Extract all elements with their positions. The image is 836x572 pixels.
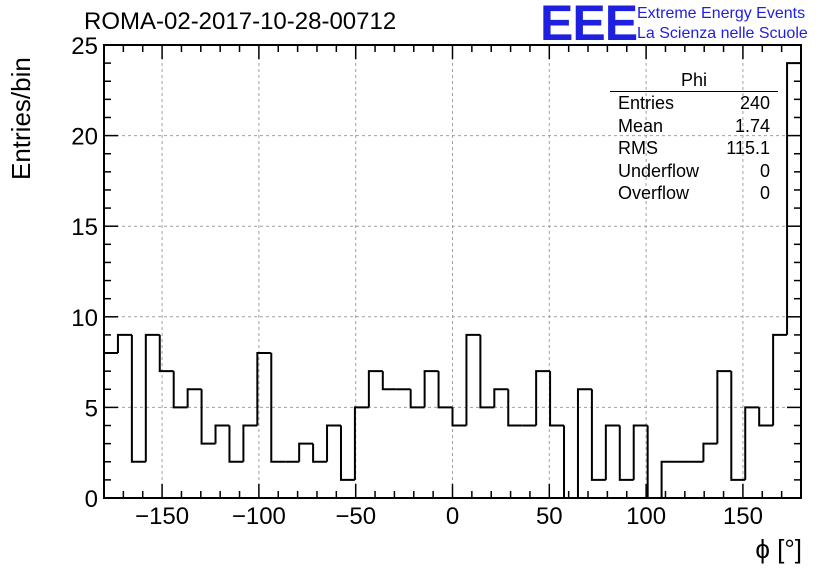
histogram-bin: [144, 333, 160, 462]
y-axis-ticks: 0 5 10 15 20 25: [71, 33, 801, 513]
histogram-bin: [451, 407, 467, 427]
histogram-bin: [353, 406, 369, 480]
histogram-bin: [130, 334, 146, 463]
stats-title: Phi: [610, 70, 778, 92]
stats-row-underflow: Underflow 0: [610, 160, 778, 183]
chart-title: ROMA-02-2017-10-28-00712: [84, 8, 397, 35]
histogram-bin: [367, 370, 383, 408]
y-tick-label: 25: [71, 33, 98, 60]
histogram-bin: [576, 388, 592, 498]
stats-value: 1.74: [734, 115, 770, 136]
histogram-bin: [772, 333, 788, 426]
histogram-bin: [186, 388, 202, 408]
histogram-bin: [549, 371, 565, 427]
histogram-bin: [646, 425, 662, 499]
histogram-bin: [158, 334, 174, 373]
histogram-bin: [479, 334, 495, 409]
x-tick-label: 0: [446, 503, 459, 530]
x-tick-label: 150: [723, 503, 763, 530]
histogram-bin: [381, 371, 397, 391]
histogram-bin: [786, 62, 801, 335]
histogram-bin: [465, 333, 481, 426]
histogram-bin: [716, 370, 732, 444]
stats-row-mean: Mean 1.74: [610, 115, 778, 138]
histogram-bin: [758, 407, 774, 427]
histogram-bin: [507, 389, 523, 427]
histogram-bin: [493, 388, 509, 408]
y-tick-label: 10: [71, 305, 98, 332]
histogram-bin: [618, 425, 634, 481]
logo-line-2: La Scienza nelle Scuole: [637, 25, 808, 42]
histogram-bin: [270, 353, 286, 463]
histogram-bin: [632, 424, 648, 480]
histogram-bin: [172, 371, 188, 409]
histogram-bin: [116, 333, 132, 354]
histogram-bars: [103, 62, 802, 499]
y-tick-label: 5: [85, 395, 98, 422]
stats-row-rms: RMS 115.1: [610, 137, 778, 160]
histogram-bin: [409, 389, 425, 409]
x-tick-label: −50: [335, 503, 376, 530]
y-axis-label: Entries/bin: [6, 57, 36, 180]
histogram-bin: [437, 371, 453, 409]
stats-label: RMS: [618, 138, 658, 158]
x-tick-label: 100: [626, 503, 666, 530]
x-tick-label: −100: [232, 503, 286, 530]
histogram-bin: [744, 406, 760, 480]
x-axis-ticks: −150 −100 −50 0 50 100 150: [103, 45, 802, 530]
histogram-bin: [604, 424, 620, 480]
stats-value: 0: [759, 183, 770, 203]
x-tick-label: 50: [536, 503, 563, 530]
stats-label: Overflow: [618, 183, 690, 203]
histogram-bin: [660, 460, 676, 498]
histogram-bin: [242, 424, 258, 462]
histogram-bin: [702, 442, 718, 462]
y-tick-label: 15: [71, 214, 98, 241]
histogram-bin: [312, 443, 328, 463]
histogram-bin: [535, 370, 551, 426]
histogram-bin: [339, 425, 355, 481]
stats-value: 240: [739, 93, 770, 113]
histogram-bin: [200, 389, 216, 445]
stats-value: 115.1: [726, 138, 770, 158]
stats-label: Mean: [618, 115, 664, 136]
histogram-bin: [730, 371, 746, 481]
eee-logo: EEE: [540, 0, 638, 51]
stats-box: Phi Entries 240 Mean 1.74 RMS 115.1 Unde…: [610, 70, 778, 205]
stats-label: Entries: [618, 93, 675, 113]
histogram-bin: [228, 425, 244, 463]
x-axis-label: ϕ [°]: [755, 534, 802, 564]
stats-value: 0: [759, 160, 770, 181]
stats-row-overflow: Overflow 0: [610, 182, 778, 205]
y-tick-label: 20: [71, 124, 98, 151]
histogram-bin: [256, 352, 272, 426]
histogram-bin: [326, 424, 341, 462]
eee-logo-caption: Extreme Energy Events La Scienza nelle S…: [637, 4, 808, 44]
logo-line-1: Extreme Energy Events: [637, 5, 806, 22]
stats-label: Underflow: [618, 160, 700, 181]
y-tick-label: 0: [85, 486, 98, 513]
histogram-bin: [590, 389, 606, 481]
x-tick-label: −150: [135, 503, 189, 530]
histogram-bin: [298, 442, 314, 462]
histogram-bin: [423, 370, 439, 408]
histogram-bin: [214, 424, 230, 444]
histogram-bin: [563, 425, 578, 499]
stats-row-entries: Entries 240: [610, 92, 778, 115]
